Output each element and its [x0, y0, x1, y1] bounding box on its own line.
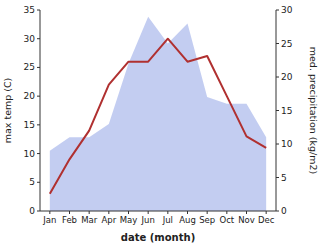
y-tick: [37, 153, 40, 154]
y-tick-label: 20: [24, 91, 36, 101]
y2-tick: [276, 110, 279, 111]
y2-tick-label: 15: [281, 106, 292, 116]
y2-tick-label: 0: [281, 206, 287, 216]
x-tick-label: Oct: [219, 215, 234, 225]
x-axis-line: [40, 211, 276, 212]
y-tick-label: 35: [24, 5, 35, 15]
y2-tick-label: 5: [281, 173, 287, 183]
x-axis-label: date (month): [121, 232, 195, 243]
x-tick-label: Jul: [162, 215, 173, 225]
y-tick-label: 15: [24, 120, 35, 130]
y-tick: [37, 10, 40, 11]
y-tick-label: 30: [24, 34, 36, 44]
y-tick: [37, 182, 40, 183]
y-tick: [37, 211, 40, 212]
x-tick-label: Dec: [258, 215, 275, 225]
y-tick: [37, 67, 40, 68]
x-tick-label: Nov: [238, 215, 255, 225]
x-tick: [207, 211, 208, 214]
plot-area: [50, 17, 266, 211]
y-tick: [37, 38, 40, 39]
y2-tick: [276, 43, 279, 44]
x-tick-label: Feb: [62, 215, 77, 225]
y2-axis-label: med. precipitation (kg/m2): [308, 47, 318, 174]
x-tick: [89, 211, 90, 214]
x-tick-label: Aug: [179, 215, 196, 225]
y2-tick: [276, 77, 279, 78]
chart: 0 5 10 15 20 25 30 35 0 5 10 15 20 25 30 Jan Feb MarApr Ma…: [0, 0, 318, 247]
y-tick: [37, 124, 40, 125]
x-tick: [167, 211, 168, 214]
x-tick: [69, 211, 70, 214]
precip-area: [50, 17, 266, 211]
y-tick-label: 10: [24, 149, 36, 159]
y2-tick: [276, 177, 279, 178]
x-tick-label: Jan: [42, 215, 56, 225]
y2-tick: [276, 211, 279, 212]
x-tick-label: May: [120, 215, 138, 225]
x-tick: [187, 211, 188, 214]
y-tick-label: 25: [24, 62, 35, 72]
x-tick-label: Mar: [81, 215, 98, 225]
y2-tick-label: 25: [281, 39, 292, 49]
temp-line: [50, 39, 266, 194]
y-tick-label: 0: [29, 206, 35, 216]
x-tick: [148, 211, 149, 214]
y-axis-line: [40, 10, 41, 211]
x-tick: [108, 211, 109, 214]
y-tick: [37, 96, 40, 97]
x-tick-label: Sep: [199, 215, 215, 225]
x-tick-label: Apr: [101, 215, 116, 225]
x-tick: [246, 211, 247, 214]
x-tick: [266, 211, 267, 214]
x-tick: [128, 211, 129, 214]
y2-tick-label: 30: [281, 5, 293, 15]
y-axis-label: max temp (C): [2, 78, 13, 144]
y-tick-label: 5: [29, 177, 35, 187]
y2-tick: [276, 10, 279, 11]
y2-tick: [276, 144, 279, 145]
y2-tick-label: 10: [281, 139, 293, 149]
x-tick-label: Jun: [141, 215, 155, 225]
x-tick: [49, 211, 50, 214]
y2-tick-label: 20: [281, 72, 293, 82]
x-tick: [226, 211, 227, 214]
